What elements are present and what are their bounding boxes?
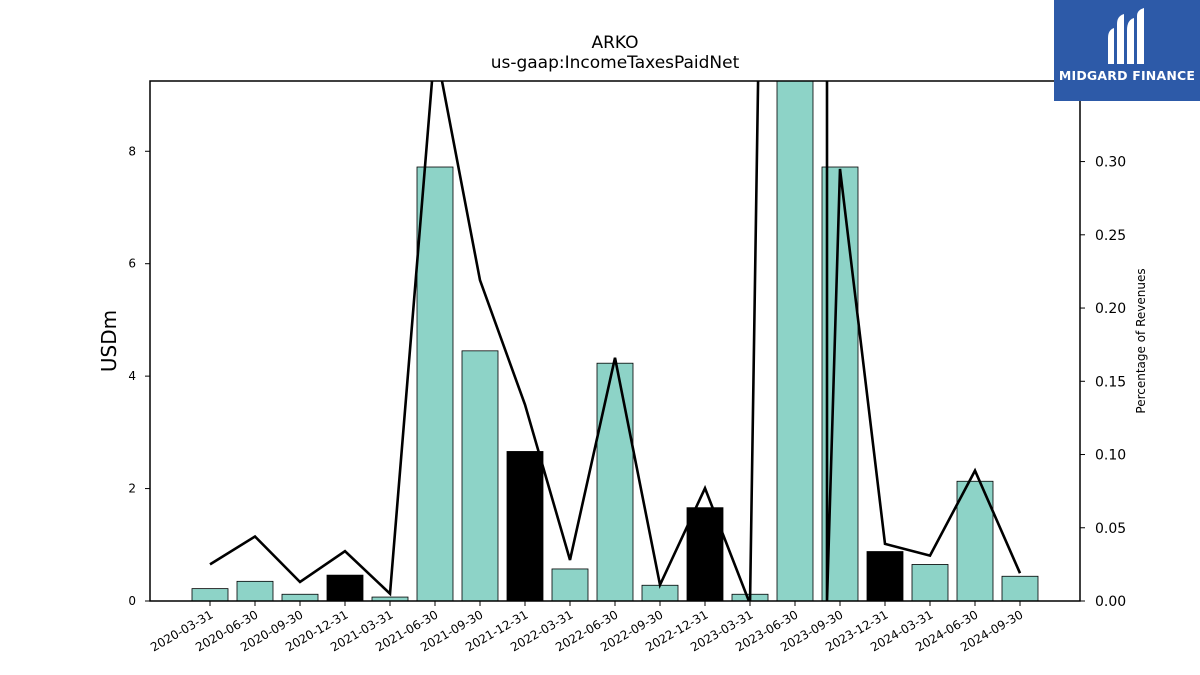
y-tick-label: 6 [128,257,136,271]
y-tick-label: 4 [128,369,136,383]
bar-2024-03-31 [911,564,949,602]
y2-tick-label: 0.05 [1095,521,1126,537]
bar-2020-03-31 [191,588,229,602]
chart-title: ARKO [591,33,638,53]
y-tick-label: 0 [128,594,136,608]
y2-tick-label: 0.30 [1095,155,1126,171]
brand-logo: MIDGARD FINANCE [1054,0,1200,101]
bar-2020-09-30 [281,593,319,602]
y2-tick-label: 0.20 [1095,301,1126,317]
y2-tick-label: 0.15 [1095,374,1126,390]
chart-subtitle: us-gaap:IncomeTaxesPaidNet [491,53,740,73]
y-tick-label: 2 [128,482,136,496]
y2-tick-label: 0.00 [1095,594,1126,610]
bar-2023-12-31 [866,551,904,602]
bar-2024-06-30 [956,480,994,602]
bar-2022-06-30 [596,362,634,602]
bar-2022-12-31 [686,507,724,602]
bar-2024-09-30 [1001,575,1039,602]
y-axis-label: USDm [97,310,121,372]
bar-2020-12-31 [326,574,364,602]
logo-mark-icon [1108,8,1144,64]
y2-tick-label: 0.25 [1095,228,1126,244]
y-tick-label: 8 [128,144,136,158]
bar-2022-03-31 [551,568,589,602]
bar-2023-06-30 [776,80,814,602]
bar-2021-12-31 [506,451,544,602]
bars-layer [191,80,1039,602]
line-layer [209,81,1022,601]
bar-2020-06-30 [236,580,274,602]
logo-text: MIDGARD FINANCE [1058,68,1196,83]
pct-revenue-line [209,81,1022,601]
bar-2021-06-30 [416,166,454,602]
y2-axis-label: Percentage of Revenues [1134,268,1148,413]
y2-tick-label: 0.10 [1095,448,1126,464]
bar-2021-09-30 [461,350,499,602]
